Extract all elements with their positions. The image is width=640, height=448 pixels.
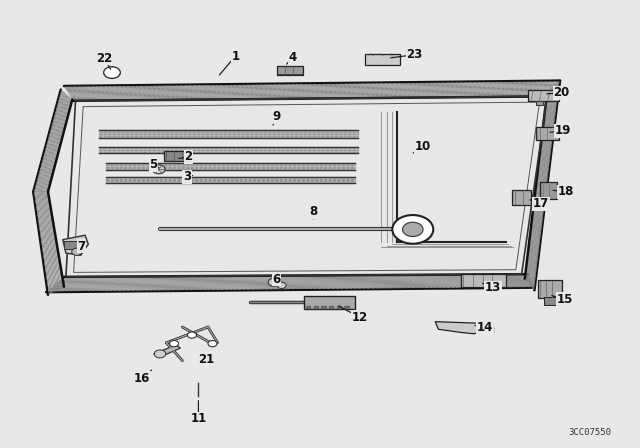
Text: 2: 2 (184, 150, 192, 164)
Text: 16: 16 (134, 372, 150, 385)
Text: 15: 15 (556, 293, 573, 306)
Circle shape (403, 222, 423, 237)
Circle shape (188, 332, 196, 338)
Text: 5: 5 (150, 158, 157, 171)
Text: 9: 9 (273, 110, 280, 123)
Text: 23: 23 (406, 48, 423, 61)
Bar (536, 127, 559, 140)
Bar (164, 151, 191, 161)
Polygon shape (536, 101, 543, 105)
Text: 20: 20 (553, 86, 570, 99)
Circle shape (268, 278, 280, 286)
Bar (512, 190, 531, 205)
Bar (277, 66, 303, 75)
Bar (461, 274, 506, 287)
Text: 3CC07550: 3CC07550 (568, 428, 611, 437)
Bar (64, 241, 80, 249)
Text: 1: 1 (232, 49, 239, 63)
Text: 4: 4 (289, 51, 296, 64)
Text: 14: 14 (477, 321, 493, 335)
Text: 19: 19 (555, 124, 572, 138)
Bar (304, 296, 355, 309)
Text: 10: 10 (414, 140, 431, 154)
Text: 6: 6 (273, 272, 280, 286)
Polygon shape (154, 345, 180, 357)
Bar (544, 297, 560, 305)
Text: 11: 11 (190, 412, 207, 426)
Text: 18: 18 (557, 185, 574, 198)
Circle shape (72, 248, 82, 255)
Bar (538, 280, 562, 298)
Text: 7: 7 (77, 240, 85, 253)
Text: 8: 8 (310, 205, 317, 218)
Polygon shape (63, 235, 88, 255)
Bar (540, 182, 557, 199)
Circle shape (170, 340, 179, 347)
Bar (528, 90, 559, 101)
Circle shape (277, 282, 286, 289)
Text: 13: 13 (484, 281, 501, 294)
Circle shape (104, 67, 120, 78)
Text: 12: 12 (351, 310, 368, 324)
Text: 21: 21 (198, 353, 214, 366)
Circle shape (152, 165, 165, 174)
Bar (365, 54, 400, 65)
Circle shape (208, 340, 217, 347)
Circle shape (154, 350, 166, 358)
Circle shape (392, 215, 433, 244)
Text: 17: 17 (532, 197, 549, 211)
Polygon shape (435, 322, 488, 334)
Text: 3: 3 (183, 170, 191, 184)
Text: 22: 22 (96, 52, 113, 65)
